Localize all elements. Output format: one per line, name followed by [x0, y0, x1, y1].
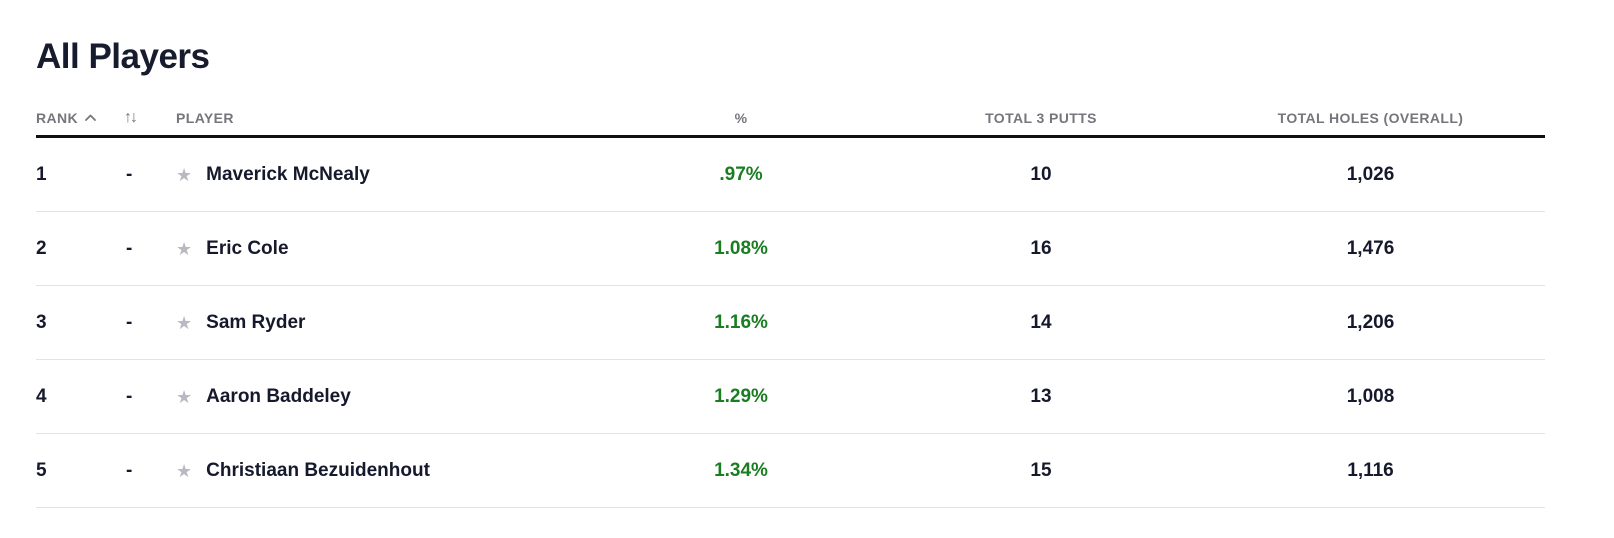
- movement-value: -: [126, 385, 133, 407]
- rank-value: 3: [36, 311, 47, 333]
- total-3-putts-value: 14: [1030, 311, 1052, 333]
- player-name[interactable]: Eric Cole: [206, 237, 289, 259]
- favorite-star-icon[interactable]: ★: [176, 312, 193, 333]
- total-holes-value: 1,008: [1346, 385, 1395, 407]
- rank-value: 4: [36, 385, 47, 407]
- sort-ascending-chevron-icon: [85, 114, 96, 121]
- table-header-row: RANK ↑↓ PLAYER % TOTAL 3 PUTTS TOTAL HOL…: [36, 100, 1545, 138]
- pct-value: 1.16%: [714, 311, 768, 333]
- column-header-total-holes[interactable]: TOTAL HOLES (OVERALL): [1277, 109, 1464, 126]
- table-row: 5 - ★ Christiaan Bezuidenhout 1.34% 15 1…: [36, 434, 1545, 508]
- player-name[interactable]: Aaron Baddeley: [206, 385, 351, 407]
- rank-value: 2: [36, 237, 47, 259]
- pct-value: 1.08%: [714, 237, 768, 259]
- favorite-star-icon[interactable]: ★: [176, 238, 193, 259]
- total-holes-value: 1,026: [1346, 163, 1395, 185]
- player-name[interactable]: Sam Ryder: [206, 311, 306, 333]
- player-name[interactable]: Maverick McNealy: [206, 163, 370, 185]
- total-3-putts-value: 10: [1030, 163, 1052, 185]
- movement-value: -: [126, 459, 133, 481]
- column-header-pct[interactable]: %: [734, 109, 748, 126]
- movement-value: -: [126, 237, 133, 259]
- favorite-star-icon[interactable]: ★: [176, 386, 193, 407]
- favorite-star-icon[interactable]: ★: [176, 460, 193, 481]
- pct-value: 1.29%: [714, 385, 768, 407]
- total-holes-value: 1,476: [1346, 237, 1395, 259]
- favorite-star-icon[interactable]: ★: [176, 164, 193, 185]
- column-header-movement-sort-icon[interactable]: ↑↓: [124, 108, 138, 126]
- total-holes-value: 1,206: [1346, 311, 1395, 333]
- pct-value: 1.34%: [714, 459, 768, 481]
- movement-value: -: [126, 311, 133, 333]
- rank-value: 1: [36, 163, 47, 185]
- table-row: 3 - ★ Sam Ryder 1.16% 14 1,206: [36, 286, 1545, 360]
- total-3-putts-value: 16: [1030, 237, 1052, 259]
- rank-value: 5: [36, 459, 47, 481]
- movement-value: -: [126, 163, 133, 185]
- player-name[interactable]: Christiaan Bezuidenhout: [206, 459, 430, 481]
- table-row: 2 - ★ Eric Cole 1.08% 16 1,476: [36, 212, 1545, 286]
- page-title: All Players: [36, 37, 210, 76]
- column-header-rank[interactable]: RANK: [36, 110, 124, 126]
- total-3-putts-value: 13: [1030, 385, 1052, 407]
- column-header-rank-label: RANK: [36, 109, 79, 126]
- total-holes-value: 1,116: [1347, 459, 1394, 481]
- table-row: 4 - ★ Aaron Baddeley 1.29% 13 1,008: [36, 360, 1545, 434]
- column-header-total-3-putts[interactable]: TOTAL 3 PUTTS: [985, 109, 1097, 126]
- total-3-putts-value: 15: [1030, 459, 1052, 481]
- pct-value: .97%: [719, 163, 763, 185]
- column-header-player[interactable]: PLAYER: [176, 109, 234, 126]
- table-row: 1 - ★ Maverick McNealy .97% 10 1,026: [36, 138, 1545, 212]
